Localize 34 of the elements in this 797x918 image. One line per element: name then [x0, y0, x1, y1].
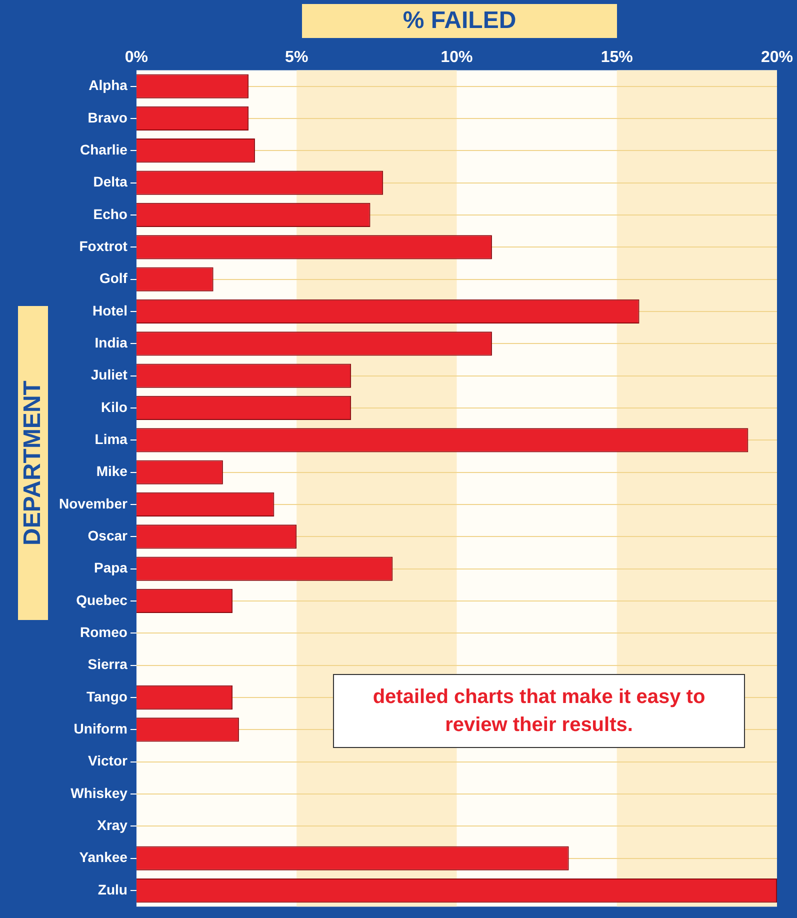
y-tick-label: Oscar: [88, 528, 128, 544]
y-tick-label: India: [94, 334, 128, 350]
y-tick-label: Delta: [93, 174, 128, 190]
y-tick-label: Mike: [96, 463, 128, 480]
y-tick-label: Alpha: [88, 77, 128, 94]
y-tick-label: Papa: [94, 560, 128, 576]
y-tick-label: Bravo: [88, 109, 128, 126]
x-tick-label: 5%: [285, 49, 308, 66]
y-tick-label: Hotel: [92, 302, 128, 318]
y-tick-label: Sierra: [88, 656, 128, 672]
y-tick-label: Uniform: [74, 720, 128, 737]
y-tick-label: Victor: [88, 752, 128, 769]
y-tick-label: November: [59, 495, 128, 512]
x-tick-label: 20%: [760, 49, 794, 66]
y-tick-label: Kilo: [101, 398, 128, 415]
y-tick-label: Whiskey: [70, 784, 128, 801]
x-tick-label: 10%: [440, 49, 473, 66]
y-tick-label: Juliet: [90, 366, 128, 383]
note-box: detailed charts that make it easy to review their results.: [333, 674, 745, 748]
y-tick-label: Romeo: [80, 624, 128, 640]
chart-title: % FAILED: [302, 4, 617, 38]
x-tick-label: 0%: [124, 49, 148, 66]
y-tick-label: Charlie: [80, 141, 128, 158]
y-tick-label: Quebec: [76, 592, 128, 608]
y-tick-label: Xray: [97, 817, 128, 834]
y-tick-label: Tango: [86, 688, 128, 704]
y-tick-label: Yankee: [79, 849, 128, 866]
y-tick-label: Foxtrot: [79, 238, 128, 254]
y-tick-label: Echo: [93, 206, 128, 222]
y-tick-label: Zulu: [98, 881, 128, 898]
x-tick-label: 15%: [600, 49, 633, 66]
y-axis-title: DEPARTMENT: [19, 380, 47, 546]
y-tick-label: Lima: [94, 431, 128, 448]
y-tick-label: Golf: [99, 270, 128, 286]
